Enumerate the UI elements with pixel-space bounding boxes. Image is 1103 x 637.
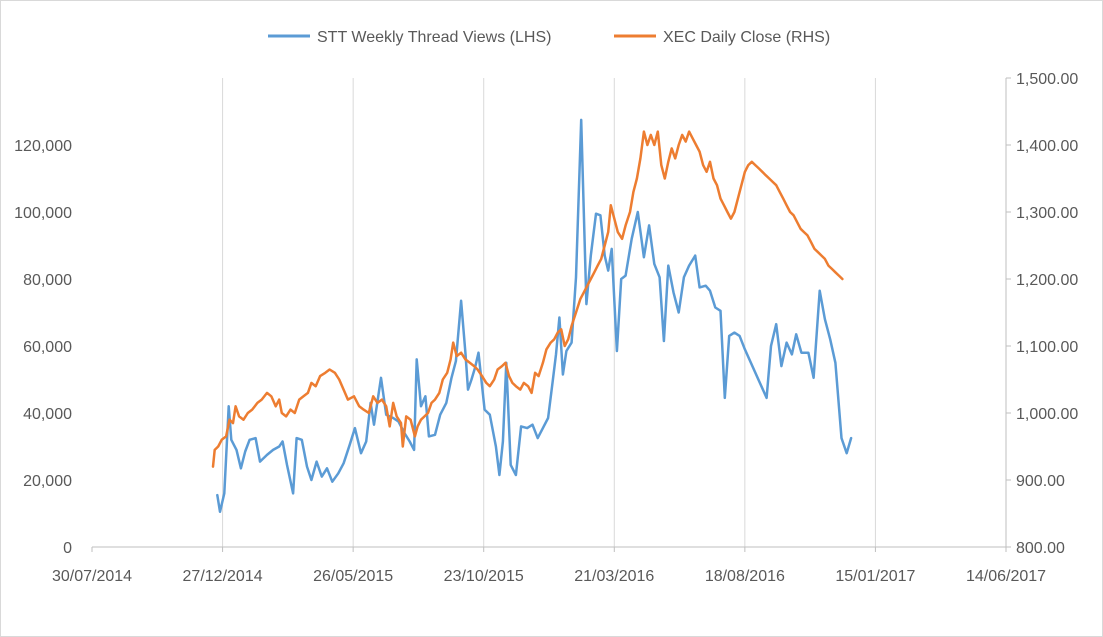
legend-label: XEC Daily Close (RHS) [663, 29, 830, 46]
y-left-tick-label: 0 [63, 540, 72, 557]
y-right-tick-label: 1,000.00 [1016, 406, 1078, 423]
axes: 30/07/2014 27/12/2014 26/05/2015 23/10/2015… [14, 71, 1078, 585]
y-right-tick-label: 1,400.00 [1016, 138, 1078, 155]
y-left-tick-label: 100,000 [14, 205, 72, 222]
y-left-tick-label: 40,000 [23, 406, 72, 423]
y-right-tick-label: 1,300.00 [1016, 205, 1078, 222]
series-group [211, 118, 853, 514]
x-tick-label: 14/06/2017 [966, 568, 1046, 585]
legend-label: STT Weekly Thread Views (LHS) [317, 29, 551, 46]
x-tick-label: 15/01/2017 [835, 568, 915, 585]
y-left-tick-label: 80,000 [23, 272, 72, 289]
x-tick-label: 21/03/2016 [574, 568, 654, 585]
x-tick-label: 18/08/2016 [705, 568, 785, 585]
legend-item-stt-views: STT Weekly Thread Views (LHS) [268, 29, 551, 46]
xec-close-line [211, 130, 844, 468]
y-right-tick-label: 1,100.00 [1016, 339, 1078, 356]
y-right-tick-label: 1,500.00 [1016, 71, 1078, 88]
y-left-tick-label: 60,000 [23, 339, 72, 356]
y-right-tick-label: 900.00 [1016, 473, 1065, 490]
x-tick-label: 26/05/2015 [313, 568, 393, 585]
vertical-gridlines [222, 78, 876, 547]
y-left-tick-label: 120,000 [14, 138, 72, 155]
legend: STT Weekly Thread Views (LHS) XEC Daily C… [268, 29, 830, 46]
x-tick-label: 27/12/2014 [183, 568, 263, 585]
x-tick-label: 23/10/2015 [444, 568, 524, 585]
stt-views-line [216, 118, 853, 514]
y-right-tick-label: 800.00 [1016, 540, 1065, 557]
y-right-tick-label: 1,200.00 [1016, 272, 1078, 289]
x-tick-label: 30/07/2014 [52, 568, 132, 585]
legend-item-xec-close: XEC Daily Close (RHS) [614, 29, 830, 46]
y-left-tick-label: 20,000 [23, 473, 72, 490]
